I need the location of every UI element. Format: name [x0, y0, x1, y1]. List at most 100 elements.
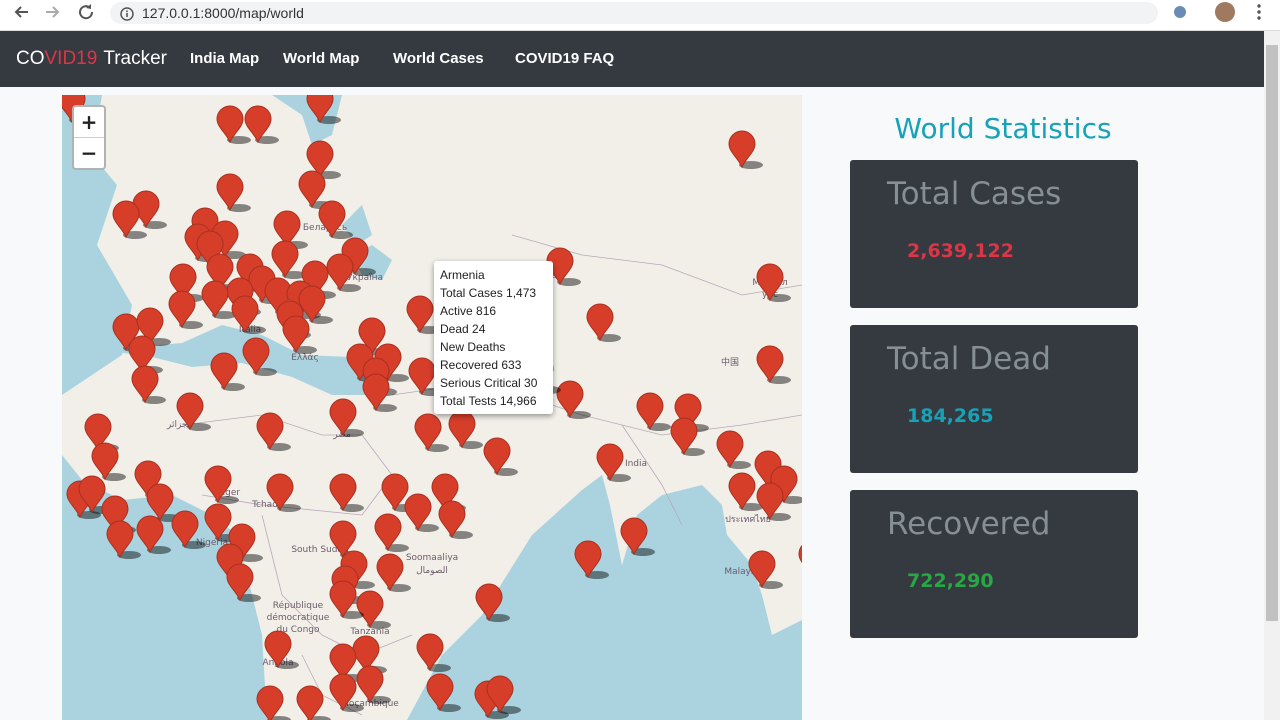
map-marker[interactable]: [131, 365, 159, 404]
map-marker[interactable]: [84, 413, 112, 452]
map-marker[interactable]: [329, 580, 357, 619]
map-marker[interactable]: [358, 317, 386, 356]
scrollbar[interactable]: [1264, 31, 1280, 720]
map-marker[interactable]: [226, 563, 254, 602]
map-marker[interactable]: [101, 495, 129, 534]
menu-button[interactable]: [1257, 4, 1261, 20]
brand[interactable]: COVID19 Tracker: [16, 48, 167, 70]
map-marker[interactable]: [256, 412, 284, 451]
nav-link[interactable]: COVID19 FAQ: [515, 50, 615, 67]
map-marker[interactable]: [414, 413, 442, 452]
map-marker[interactable]: [306, 95, 334, 124]
map-marker[interactable]: [406, 295, 434, 334]
map-marker[interactable]: [574, 540, 602, 579]
map-marker[interactable]: [376, 553, 404, 592]
map-marker[interactable]: [91, 442, 119, 481]
map-marker[interactable]: [416, 633, 444, 672]
map-marker[interactable]: [242, 337, 270, 376]
map-marker[interactable]: [134, 460, 162, 499]
map-marker[interactable]: [171, 510, 199, 549]
map-marker[interactable]: [112, 313, 140, 352]
map-marker[interactable]: [264, 630, 292, 669]
map-marker[interactable]: [298, 170, 326, 209]
map-marker[interactable]: [204, 503, 232, 542]
map-marker[interactable]: [78, 475, 106, 514]
map-marker[interactable]: [196, 230, 224, 269]
map-marker[interactable]: [282, 315, 310, 354]
map-marker[interactable]: [362, 373, 390, 412]
map-marker[interactable]: [756, 263, 784, 302]
zoom-out[interactable]: −: [74, 137, 104, 168]
extension-icon[interactable]: [1174, 6, 1186, 18]
map-marker[interactable]: [556, 380, 584, 419]
map-marker[interactable]: [210, 352, 238, 391]
map-marker[interactable]: [716, 430, 744, 469]
map-marker[interactable]: [231, 295, 259, 334]
map-marker[interactable]: [756, 482, 784, 521]
map-marker[interactable]: [271, 240, 299, 279]
map-marker[interactable]: [329, 673, 357, 712]
map-marker[interactable]: [106, 520, 134, 559]
map-marker[interactable]: [296, 685, 324, 720]
map-marker[interactable]: [169, 263, 197, 302]
map-marker[interactable]: [136, 515, 164, 554]
zoom-in[interactable]: +: [80, 110, 98, 134]
map-marker[interactable]: [756, 345, 784, 384]
map-marker[interactable]: [216, 105, 244, 144]
map-marker[interactable]: [636, 392, 664, 431]
map-marker[interactable]: [596, 443, 624, 482]
nav-link[interactable]: World Cases: [393, 50, 484, 67]
map-marker[interactable]: [329, 473, 357, 512]
map-marker[interactable]: [112, 200, 140, 239]
map-marker[interactable]: [674, 393, 702, 432]
map-marker[interactable]: [204, 465, 232, 504]
map-marker[interactable]: [356, 590, 384, 629]
map-marker[interactable]: [670, 417, 698, 456]
map-marker[interactable]: [136, 307, 164, 346]
map-marker[interactable]: [329, 520, 357, 559]
map-marker[interactable]: [128, 335, 156, 374]
map-marker[interactable]: [586, 303, 614, 342]
map-marker[interactable]: [748, 550, 776, 589]
map-marker[interactable]: [306, 140, 334, 179]
map-marker[interactable]: [374, 513, 402, 552]
map-marker[interactable]: [483, 437, 511, 476]
map-marker[interactable]: [168, 290, 196, 329]
map-marker[interactable]: [266, 473, 294, 512]
map-marker[interactable]: [206, 253, 234, 292]
map-marker[interactable]: [438, 500, 466, 539]
map-marker[interactable]: [408, 357, 436, 396]
map-marker[interactable]: [273, 210, 301, 249]
map-marker[interactable]: [176, 392, 204, 431]
map-marker[interactable]: [244, 105, 272, 144]
back-button[interactable]: [14, 6, 28, 18]
map-marker[interactable]: [298, 285, 326, 324]
map-marker[interactable]: [201, 280, 229, 319]
map-marker[interactable]: [486, 675, 514, 714]
map-marker[interactable]: [431, 473, 459, 512]
map-marker[interactable]: [475, 583, 503, 622]
map-marker[interactable]: [356, 665, 384, 704]
map-marker[interactable]: [404, 493, 432, 532]
map-marker[interactable]: [318, 200, 346, 239]
map-marker[interactable]: [620, 517, 648, 556]
reload-button[interactable]: [79, 5, 94, 20]
map-marker[interactable]: [146, 483, 174, 522]
map-marker[interactable]: [426, 673, 454, 712]
profile-avatar[interactable]: [1215, 2, 1235, 22]
map-marker[interactable]: [329, 643, 357, 682]
map-marker[interactable]: [216, 173, 244, 212]
nav-link[interactable]: India Map: [190, 50, 260, 67]
map-marker[interactable]: [264, 277, 292, 316]
scroll-thumb[interactable]: [1266, 45, 1278, 621]
nav-link[interactable]: World Map: [283, 50, 360, 67]
address-bar[interactable]: 127.0.0.1:8000/map/world: [110, 2, 1158, 24]
map-marker[interactable]: [798, 541, 802, 577]
map-marker[interactable]: [326, 253, 354, 292]
forward-button[interactable]: [46, 6, 60, 18]
map-marker[interactable]: [256, 685, 284, 720]
world-map[interactable]: БеларусьУкраїнаItaliaΕλλάςالجزائرمصرҚаза…: [62, 95, 802, 720]
map-marker[interactable]: [728, 130, 756, 169]
map-marker[interactable]: [728, 472, 756, 511]
map-marker[interactable]: [329, 398, 357, 437]
